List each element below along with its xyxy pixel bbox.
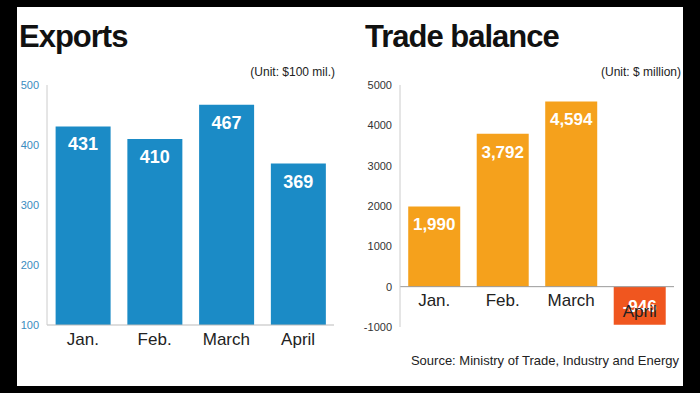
svg-text:100: 100 bbox=[21, 319, 39, 331]
svg-text:3000: 3000 bbox=[368, 160, 392, 172]
svg-text:5000: 5000 bbox=[368, 79, 392, 91]
svg-text:March: March bbox=[203, 330, 250, 349]
svg-text:467: 467 bbox=[212, 113, 242, 133]
svg-text:3,792: 3,792 bbox=[481, 143, 524, 162]
svg-text:500: 500 bbox=[21, 79, 39, 91]
svg-text:April: April bbox=[281, 330, 315, 349]
svg-text:410: 410 bbox=[140, 147, 170, 167]
svg-text:-1000: -1000 bbox=[364, 321, 392, 333]
svg-text:400: 400 bbox=[21, 139, 39, 151]
svg-text:March: March bbox=[548, 291, 595, 310]
svg-text:2000: 2000 bbox=[368, 200, 392, 212]
html-text:(Unit: $100 mil.): (Unit: $100 mil.) bbox=[250, 65, 335, 79]
svg-text:Jan.: Jan. bbox=[418, 291, 450, 310]
svg-text:4,594: 4,594 bbox=[550, 110, 593, 129]
svg-text:300: 300 bbox=[21, 199, 39, 211]
svg-text:1,990: 1,990 bbox=[413, 215, 456, 234]
html-text:Source: Ministry of Trade, Ind: Source: Ministry of Trade, Industry and … bbox=[410, 353, 679, 368]
html-text:Exports: Exports bbox=[19, 19, 128, 54]
svg-text:Jan.: Jan. bbox=[67, 330, 99, 349]
svg-text:4000: 4000 bbox=[368, 119, 392, 131]
svg-text:April: April bbox=[623, 302, 657, 321]
svg-text:369: 369 bbox=[283, 172, 313, 192]
html-text:Trade balance: Trade balance bbox=[365, 19, 559, 54]
svg-text:431: 431 bbox=[68, 134, 98, 154]
svg-text:0: 0 bbox=[386, 281, 392, 293]
svg-text:Feb.: Feb. bbox=[138, 330, 172, 349]
svg-text:Feb.: Feb. bbox=[486, 291, 520, 310]
html-text:(Unit: $ million): (Unit: $ million) bbox=[601, 65, 681, 79]
svg-text:200: 200 bbox=[21, 259, 39, 271]
svg-text:1000: 1000 bbox=[368, 240, 392, 252]
